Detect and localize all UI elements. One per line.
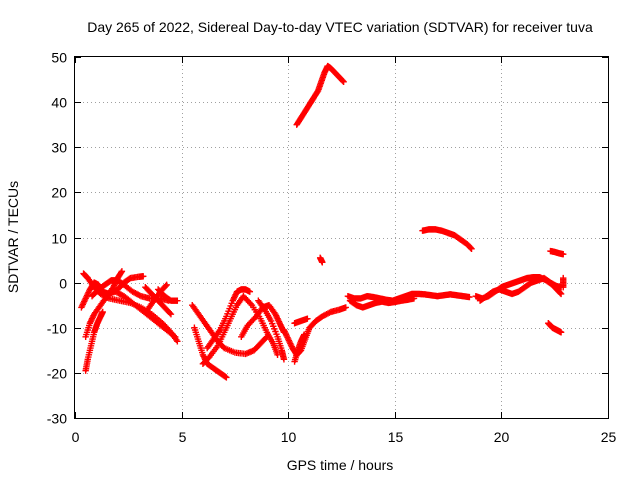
data-point — [222, 373, 229, 380]
series-track-27 — [547, 247, 567, 258]
series-track-26 — [545, 320, 565, 336]
series-track-03 — [82, 308, 106, 374]
y-tick-label: 10 — [51, 231, 67, 247]
data-point — [557, 329, 565, 336]
data-point — [560, 283, 567, 291]
y-tick-label: 0 — [59, 276, 67, 292]
series-track-28 — [560, 274, 567, 291]
series-track-11 — [191, 324, 230, 381]
data-point — [467, 244, 475, 252]
data-point — [223, 374, 230, 381]
y-axis-title: SDTVAR / TECUs — [5, 181, 21, 293]
series-track-23 — [419, 226, 475, 252]
x-tick-label: 25 — [601, 429, 617, 445]
chart-title: Day 265 of 2022, Sidereal Day-to-day VTE… — [87, 19, 593, 35]
data-point — [410, 295, 418, 302]
x-axis-title: GPS time / hours — [287, 457, 394, 473]
y-tick-label: 20 — [51, 185, 67, 201]
y-tick-label: 30 — [51, 140, 67, 156]
series-track-19 — [316, 254, 326, 266]
data-point — [140, 273, 147, 280]
data-point — [339, 77, 347, 85]
y-tick-label: -30 — [47, 411, 67, 427]
data-point — [280, 356, 288, 363]
data-point — [342, 304, 349, 311]
series-track-20 — [293, 62, 347, 128]
grid — [75, 57, 608, 418]
data-point — [560, 250, 567, 258]
series-track-06 — [103, 288, 179, 340]
data-point — [136, 292, 143, 299]
data-point — [162, 282, 169, 290]
axis-ticks: 0 5 10 15 20 25 -30 -20 -10 0 10 20 30 40 50 — [47, 50, 617, 446]
data-point — [340, 78, 347, 86]
series-track-17 — [291, 331, 308, 365]
data-point — [117, 269, 125, 276]
x-tick-label: 5 — [179, 429, 187, 445]
data-point — [170, 332, 177, 339]
series-track-18 — [291, 315, 311, 327]
data-point — [557, 289, 564, 297]
series-track-15 — [255, 297, 288, 363]
series-track-22 — [346, 295, 418, 311]
data-point — [174, 338, 181, 345]
y-tick-label: 40 — [51, 95, 67, 111]
data-point — [166, 309, 174, 317]
data-point — [99, 308, 106, 316]
y-tick-label: 50 — [51, 50, 67, 66]
data-point — [326, 309, 333, 316]
data-point — [167, 311, 175, 318]
x-tick-label: 20 — [494, 429, 510, 445]
data-point — [466, 293, 473, 301]
data-point — [557, 290, 565, 298]
data-point — [319, 259, 326, 266]
data-point — [172, 333, 179, 340]
plot-frame — [74, 56, 609, 419]
series-track-13 — [203, 286, 254, 352]
data-point — [118, 268, 126, 275]
data-points — [78, 62, 567, 381]
data-point — [300, 331, 308, 338]
x-tick-label: 15 — [388, 429, 404, 445]
x-tick-label: 0 — [72, 429, 80, 445]
data-point — [468, 245, 475, 252]
series-track-09 — [154, 286, 181, 304]
data-point — [174, 297, 181, 304]
y-tick-label: -10 — [47, 321, 67, 337]
series-track-16 — [280, 304, 349, 359]
series-track-10 — [189, 301, 271, 358]
data-point — [304, 315, 311, 322]
y-tick-label: -20 — [47, 366, 67, 382]
data-point — [163, 281, 170, 289]
x-tick-label: 10 — [281, 429, 297, 445]
data-point — [246, 288, 254, 295]
